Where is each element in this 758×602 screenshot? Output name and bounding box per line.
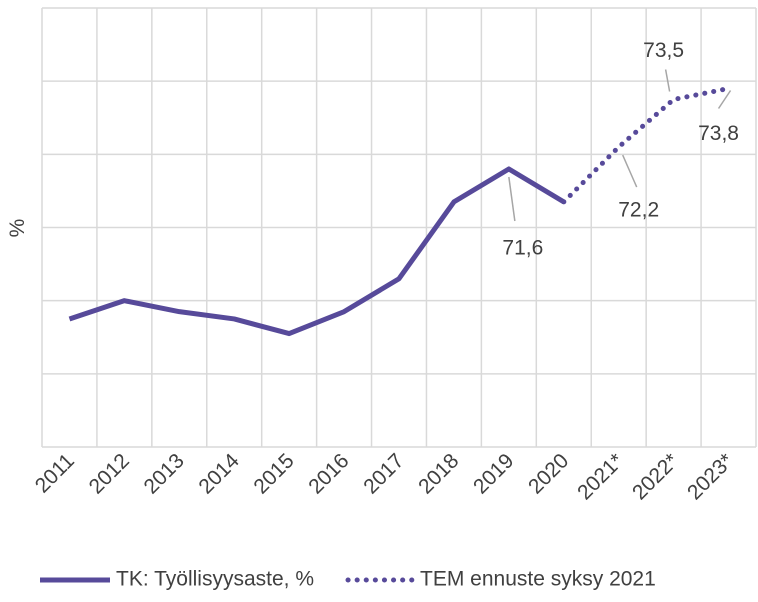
data-label: 71,6 — [502, 237, 543, 260]
x-tick-label: 2014 — [194, 449, 244, 499]
x-tick-label: 2013 — [140, 449, 189, 498]
x-tick-label: 2023* — [683, 449, 738, 504]
x-tick-label: 2017 — [359, 449, 408, 498]
x-tick-label: 2020 — [524, 449, 573, 498]
legend-label: TEM ennuste syksy 2021 — [420, 568, 656, 591]
series-line — [68, 166, 566, 337]
x-tick-label: 2022* — [628, 449, 683, 504]
x-tick-label: 2021* — [573, 449, 628, 504]
leader-line — [508, 176, 516, 222]
leader-line — [664, 69, 671, 92]
x-tick-label: 2018 — [414, 449, 463, 498]
x-tick-label: 2015 — [249, 449, 298, 498]
series-line — [561, 85, 732, 205]
legend-label: TK: Työllisyysaste, % — [116, 568, 314, 591]
data-label: 72,2 — [618, 199, 659, 222]
x-tick-label: 2016 — [304, 449, 353, 498]
leader-line — [717, 90, 732, 109]
leader-line — [622, 154, 638, 188]
data-label: 73,8 — [698, 122, 739, 145]
y-axis-label: % — [6, 219, 29, 238]
data-label: 73,5 — [643, 39, 684, 62]
x-tick-label: 2019 — [469, 449, 518, 498]
x-tick-label: 2012 — [85, 449, 134, 498]
x-tick-label: 2011 — [31, 449, 79, 497]
